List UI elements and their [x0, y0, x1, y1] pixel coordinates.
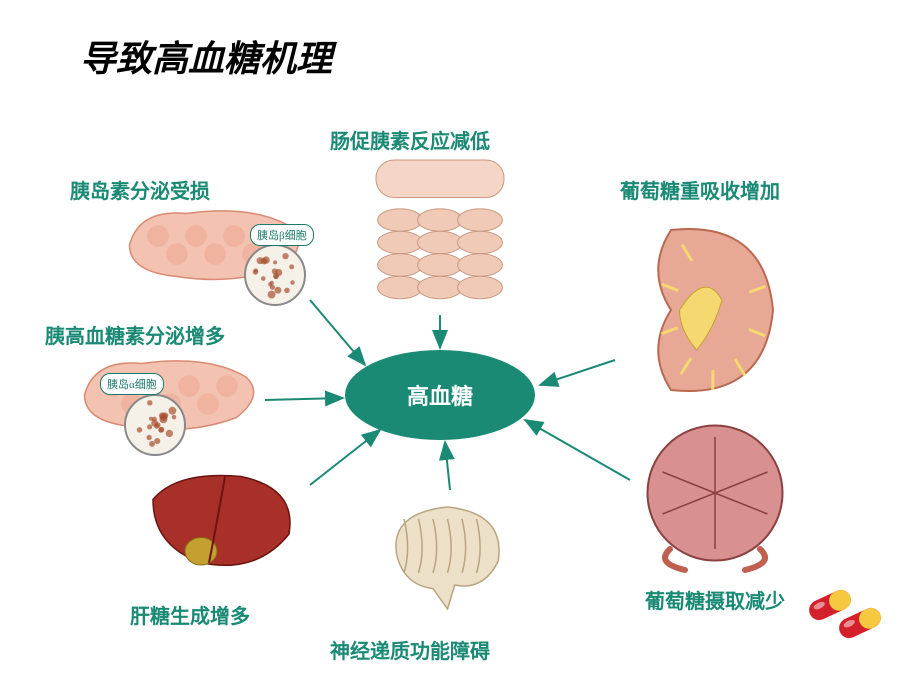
incretin-organ [376, 160, 504, 299]
glucagon-label: 胰高血糖素分泌增多 [45, 320, 225, 349]
glucagon-organ [85, 361, 254, 430]
neuro-organ [396, 507, 499, 609]
neuro-label: 神经递质功能障碍 [330, 635, 490, 664]
center-hyperglycemia: 高血糖 [345, 350, 535, 440]
insulin-arrow [310, 300, 365, 365]
reabsorb-arrow [540, 360, 615, 385]
liver-arrow [310, 430, 380, 485]
glucagon-cell-inset [125, 395, 185, 455]
insulin-cell-label: 胰岛β细胞 [250, 224, 314, 246]
glucagon-cell-label: 胰岛α细胞 [100, 373, 164, 395]
insulin-label: 胰岛素分泌受损 [70, 175, 210, 204]
uptake-label: 葡萄糖摄取减少 [645, 585, 785, 614]
liver-organ [153, 476, 290, 566]
reabsorb-label: 葡萄糖重吸收增加 [620, 175, 780, 204]
neuro-arrow [445, 442, 450, 490]
glucagon-arrow [265, 398, 343, 400]
incretin-label: 肠促胰素反应减低 [330, 125, 490, 154]
pills-icon [806, 587, 884, 642]
insulin-cell-inset [245, 245, 305, 305]
diagram-title: 导致高血糖机理 [80, 30, 332, 82]
reabsorb-organ [658, 229, 773, 391]
liver-label: 肝糖生成增多 [130, 600, 250, 629]
uptake-arrow [525, 420, 630, 480]
uptake-organ [648, 426, 783, 571]
